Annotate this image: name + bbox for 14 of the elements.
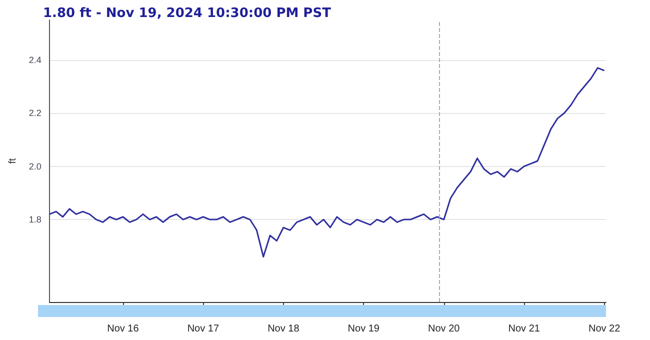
y-axis-title: ft [8, 158, 18, 164]
y-tick-label: 2.0 [28, 161, 42, 172]
y-tick-label: 2.4 [28, 54, 42, 65]
x-tick-label: Nov 17 [187, 324, 220, 334]
x-tick-label: Nov 18 [268, 324, 300, 334]
x-tick-label: Nov 21 [508, 324, 540, 334]
line-series [48, 67, 606, 258]
x-tick-label: Nov 19 [348, 324, 380, 334]
y-tick-label: 1.8 [28, 214, 42, 225]
x-tick-label: Nov 16 [107, 324, 140, 334]
x-tick-label: Nov 22 [588, 324, 621, 334]
y-tick-label: 2.2 [28, 108, 42, 118]
chart-title: 1.80 ft - Nov 19, 2024 10:30:00 PM PST [43, 6, 332, 21]
x-tick-label: Nov 20 [428, 324, 460, 334]
